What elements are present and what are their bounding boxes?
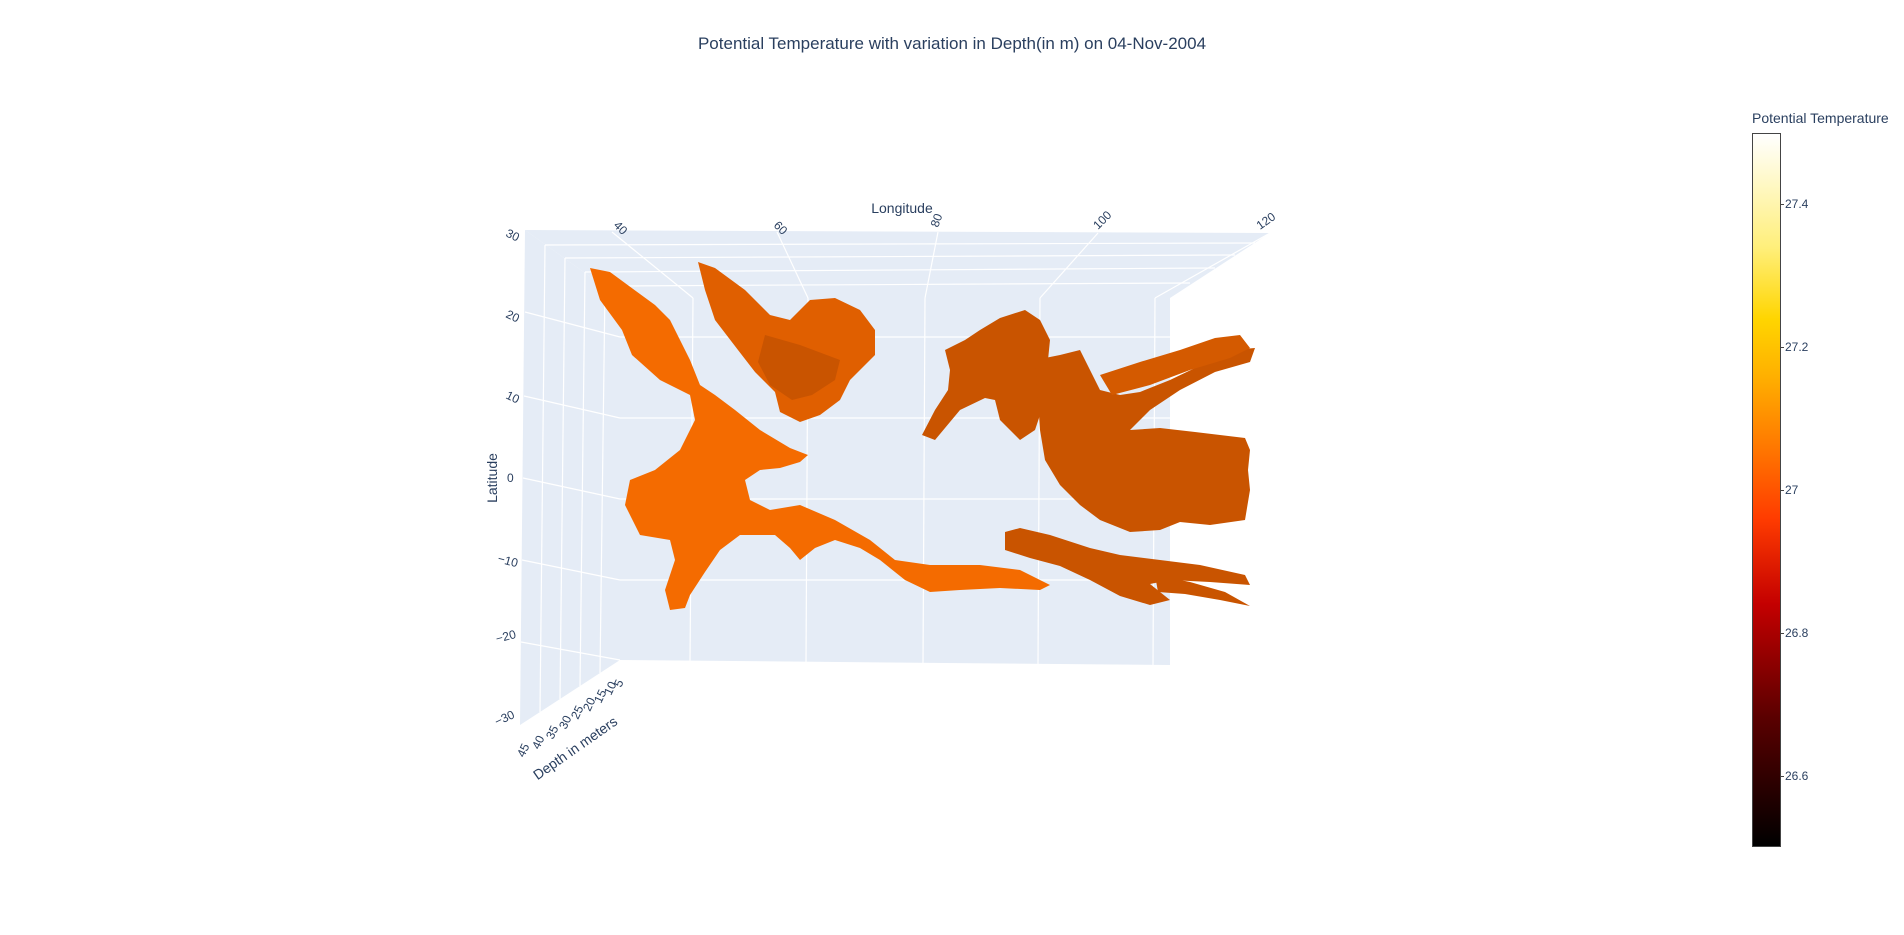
colorbar-tickline [1780,347,1784,348]
y-tick: −20 [494,627,518,646]
colorbar-tickline [1780,776,1784,777]
x-tick: 120 [1254,209,1279,232]
surface-middle [758,335,840,400]
z-tick: 30 [556,713,574,731]
surface-east-block [1035,348,1255,532]
y-tick: 0 [507,471,514,485]
colorbar-tick: 27.4 [1785,197,1809,211]
x-axis-title: Longitude [871,200,933,216]
colorbar-tickline [1780,204,1784,205]
colorbar[interactable] [1752,133,1781,847]
colorbar-tick: 26.8 [1785,626,1809,640]
colorbar-title: Potential Temperature [1752,110,1889,126]
z-tick: 15 [591,687,609,705]
top-wall [525,230,1270,298]
z-axis-title: Depth in meters [530,713,620,783]
z-tick: 45 [514,741,532,759]
z-tick: 20 [580,695,598,713]
surface-south-strip [1155,575,1250,606]
y-tick: 30 [504,226,522,244]
colorbar-tickline [1780,490,1784,491]
surface-southeast-band [1005,528,1250,605]
z-tick: 35 [543,723,561,741]
y-tick: 10 [504,388,522,406]
chart-title: Potential Temperature with variation in … [697,34,1207,53]
x-tick: 100 [1090,208,1114,232]
colorbar-tick: 27.2 [1785,340,1809,354]
surface-east-streak [1100,335,1250,395]
z-tick: 10 [601,679,619,697]
colorbar-tick: 26.6 [1785,769,1809,783]
y-tick: −10 [496,551,520,570]
side-wall [520,230,620,725]
surface-east-loop [922,310,1050,440]
colorbar-tick: 27 [1785,483,1799,497]
y-tick: −30 [492,707,517,728]
surface[interactable] [590,262,1255,610]
surface-west-arm [590,268,1050,610]
colorbar-tickline [1780,633,1784,634]
z-tick: 25 [568,703,586,721]
z-tick: 40 [529,733,547,751]
x-tick: 80 [928,211,946,229]
y-axis-title: Latitude [484,453,500,503]
y-tick: 20 [504,307,522,325]
